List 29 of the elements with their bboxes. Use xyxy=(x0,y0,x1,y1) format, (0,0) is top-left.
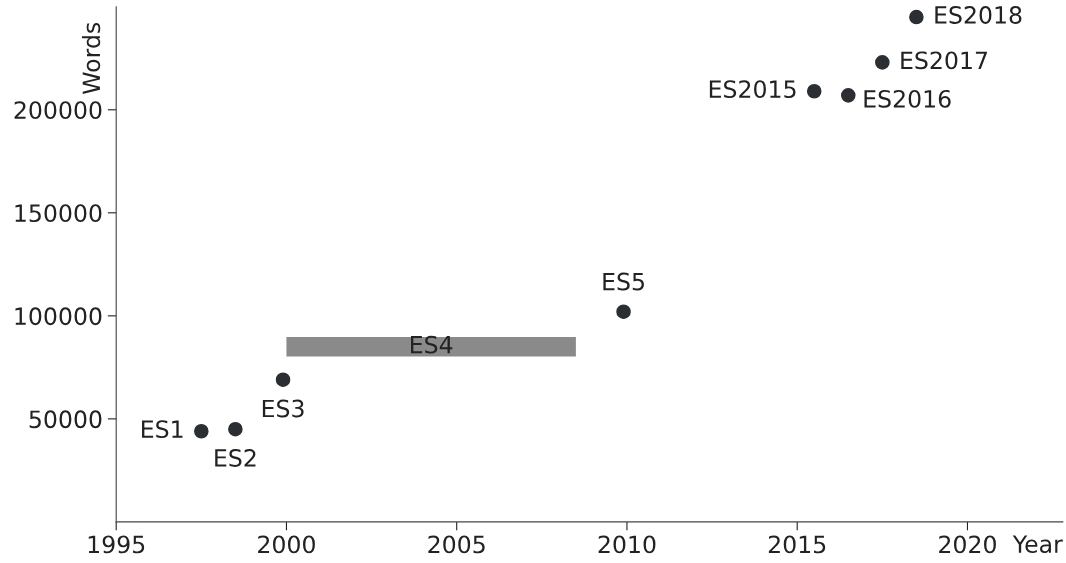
y-tick-label: 50000 xyxy=(29,410,102,429)
y-tick-label: 200000 xyxy=(14,101,102,120)
point xyxy=(194,423,209,439)
annotation: ES2015 xyxy=(709,80,796,99)
annotation: ES2017 xyxy=(901,51,987,70)
x-axis-title: Year xyxy=(1012,535,1063,554)
annotation: ES2016 xyxy=(864,89,951,108)
point xyxy=(875,55,890,70)
y-tick-label: 150000 xyxy=(15,204,102,223)
x-tick-label: 2010 xyxy=(598,535,656,554)
point xyxy=(616,304,631,320)
point xyxy=(909,9,924,25)
x-tick-label: 2005 xyxy=(428,535,485,554)
point xyxy=(806,83,822,99)
annotation: ES2 xyxy=(215,449,256,467)
x-tick-label: 1995 xyxy=(88,535,145,554)
annotation: ES2018 xyxy=(935,6,1022,24)
point xyxy=(275,372,291,388)
x-tick-label: 2015 xyxy=(768,535,826,554)
x-tick-label: 2000 xyxy=(258,535,315,554)
annotation: ES4 xyxy=(411,335,453,354)
y-axis-title: Words xyxy=(81,22,101,94)
annotation: ES5 xyxy=(603,272,644,291)
x-tick-label: 2020 xyxy=(939,535,996,554)
point xyxy=(228,421,243,437)
point xyxy=(841,88,856,103)
annotation: ES1 xyxy=(142,420,183,439)
y-tick-label: 100000 xyxy=(15,307,102,326)
annotation: ES3 xyxy=(262,399,304,418)
